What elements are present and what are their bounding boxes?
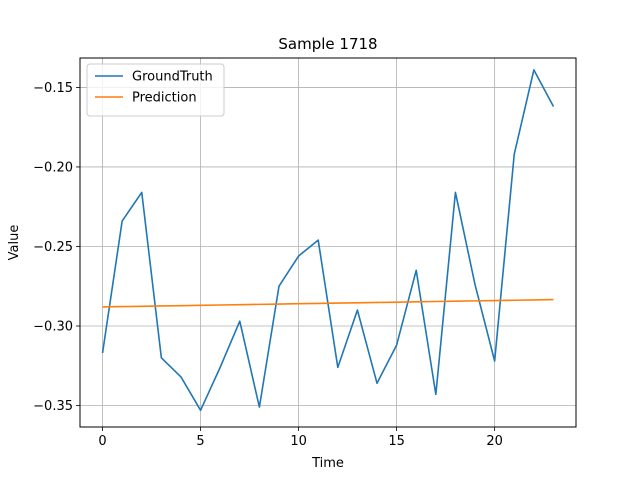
plot-area-frame [79, 57, 577, 428]
series-group [101, 69, 555, 412]
series-line-prediction [102, 298, 554, 308]
y-tick-label: −0.35 [33, 399, 73, 414]
x-tick-label: 0 [98, 434, 106, 449]
legend: GroundTruth Prediction [86, 63, 225, 117]
axis-ticks: 0 5 10 15 20 −0.35 −0.30 −0.25 −0.20 −0.15 [33, 81, 503, 449]
y-tick-label: −0.20 [33, 160, 73, 175]
y-tick-label: −0.30 [33, 320, 73, 335]
legend-label-prediction: Prediction [132, 91, 197, 106]
x-tick-label: 5 [196, 434, 204, 449]
x-tick-label: 10 [290, 434, 307, 449]
y-tick-label: −0.25 [33, 240, 73, 255]
chart-title: Sample 1718 [278, 35, 377, 53]
legend-box [86, 63, 225, 117]
y-axis-label: Value [7, 225, 22, 261]
x-axis-label: Time [311, 456, 344, 471]
y-tick-label: −0.15 [33, 81, 73, 96]
legend-label-groundtruth: GroundTruth [132, 70, 213, 85]
x-tick-label: 20 [486, 434, 503, 449]
grid [80, 58, 576, 427]
x-tick-label: 15 [388, 434, 405, 449]
